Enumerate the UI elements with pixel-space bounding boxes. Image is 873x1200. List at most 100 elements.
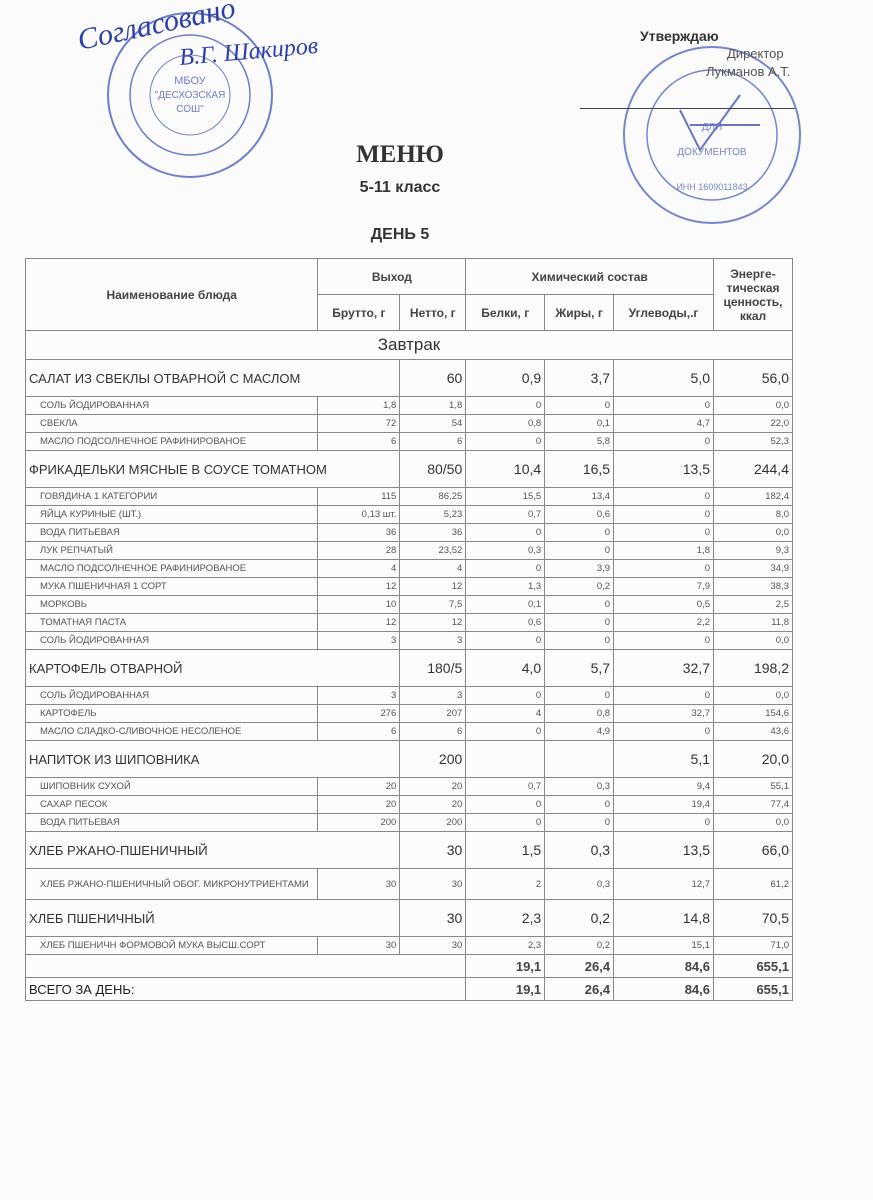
- brutto-value: 6: [317, 432, 401, 451]
- ingredient-row: ТОМАТНАЯ ПАСТА 12 12 0,6 0 2,2 11,8: [24, 613, 793, 632]
- protein-value: 0: [465, 432, 546, 451]
- header-output: Выход: [317, 258, 467, 295]
- netto-value: 30: [399, 868, 467, 900]
- netto-value: 3: [399, 631, 467, 650]
- fat-value: 0,2: [544, 577, 615, 596]
- carbs-value: 0: [613, 523, 714, 542]
- header-fat: Жиры, г: [544, 294, 615, 331]
- energy-value: 56,0: [713, 359, 793, 397]
- netto-value: 20: [399, 795, 467, 814]
- energy-value: 22,0: [713, 414, 793, 433]
- brutto-value: 20: [317, 795, 401, 814]
- carbs-value: 19,4: [613, 795, 714, 814]
- ingredient-row: МУКА ПШЕНИЧНАЯ 1 СОРТ 12 12 1,3 0,2 7,9 38,3: [24, 577, 793, 596]
- protein-value: 0,7: [465, 777, 546, 796]
- energy-value: 182,4: [713, 487, 793, 506]
- header-carbs: Углеводы,.г: [613, 294, 714, 331]
- handwritten-text: Согласовано: [75, 0, 239, 57]
- carbs-value: 32,7: [613, 704, 714, 723]
- ingredient-row: МАСЛО ПОДСОЛНЕЧНОЕ РАФИНИРОВАНОЕ 6 6 0 5,8 0 5…: [24, 432, 793, 451]
- dish-name: НАПИТОК ИЗ ШИПОВНИКА: [24, 740, 401, 778]
- carbs-value: 0,5: [613, 595, 714, 614]
- ingredient-row: СОЛЬ ЙОДИРОВАННАЯ 1,8 1,8 0 0 0 0,0: [24, 396, 793, 415]
- fat-value: 0: [544, 813, 615, 832]
- total-f: 26,4: [544, 977, 615, 1001]
- subtotal-e: 655,1: [713, 954, 793, 978]
- protein-value: 1,3: [465, 577, 546, 596]
- carbs-value: 7,9: [613, 577, 714, 596]
- fat-value: 0,8: [544, 704, 615, 723]
- energy-value: 2,5: [713, 595, 793, 614]
- ingredient-name: ХЛЕБ РЖАНО-ПШЕНИЧНЫЙ ОБОГ. МИКРОНУТРИЕНТ…: [24, 868, 319, 900]
- ingredient-row: ЛУК РЕПЧАТЫЙ 28 23,52 0,3 0 1,8 9,3: [24, 541, 793, 560]
- header-chem: Химический состав: [465, 258, 714, 295]
- brutto-value: 36: [317, 523, 401, 542]
- carbs-value: 13,5: [613, 450, 714, 488]
- fat-value: 0,3: [544, 868, 615, 900]
- energy-value: 77,4: [713, 795, 793, 814]
- ingredient-row: МОРКОВЬ 10 7,5 0,1 0 0,5 2,5: [24, 595, 793, 614]
- ingredient-row: КАРТОФЕЛЬ 276 207 4 0,8 32,7 154,6: [24, 704, 793, 723]
- netto-value: 36: [399, 523, 467, 542]
- ingredient-row: МАСЛО СЛАДКО-СЛИВОЧНОЕ НЕСОЛЕНОЕ 6 6 0 4,9 0 4…: [24, 722, 793, 741]
- fat-value: 3,9: [544, 559, 615, 578]
- carbs-value: 4,7: [613, 414, 714, 433]
- netto-value: 23,52: [399, 541, 467, 560]
- ingredient-row: СОЛЬ ЙОДИРОВАННАЯ 3 3 0 0 0 0,0: [24, 631, 793, 650]
- protein-value: 0: [465, 795, 546, 814]
- netto-value: 54: [399, 414, 467, 433]
- fat-value: 0: [544, 613, 615, 632]
- protein-value: 0,6: [465, 613, 546, 632]
- brutto-value: 4: [317, 559, 401, 578]
- fat-value: 0: [544, 523, 615, 542]
- carbs-value: 0: [613, 432, 714, 451]
- header-energy: Энерге-тическая ценность, ккал: [713, 258, 793, 331]
- energy-value: 66,0: [713, 831, 793, 869]
- protein-value: 1,5: [465, 831, 546, 869]
- energy-value: 0,0: [713, 523, 793, 542]
- handwritten-agreement: Согласовано В.Г. Шакиров: [75, 0, 320, 71]
- fat-value: 0: [544, 631, 615, 650]
- ingredient-name: ТОМАТНАЯ ПАСТА: [24, 613, 319, 632]
- fat-value: 0: [544, 396, 615, 415]
- carbs-value: 0: [613, 505, 714, 524]
- ingredient-name: ВОДА ПИТЬЕВАЯ: [24, 523, 319, 542]
- ingredient-name: СОЛЬ ЙОДИРОВАННАЯ: [24, 631, 319, 650]
- energy-value: 34,9: [713, 559, 793, 578]
- brutto-value: 3: [317, 686, 401, 705]
- netto-value: 30: [399, 936, 467, 955]
- carbs-value: 0: [613, 487, 714, 506]
- approval-title: Утверждаю: [640, 28, 719, 44]
- ingredient-row: САХАР ПЕСОК 20 20 0 0 19,4 77,4: [24, 795, 793, 814]
- fat-value: 0,2: [544, 899, 615, 937]
- ingredient-name: МОРКОВЬ: [24, 595, 319, 614]
- total-label: ВСЕГО ЗА ДЕНЬ:: [24, 977, 467, 1001]
- energy-value: 0,0: [713, 396, 793, 415]
- protein-value: 0,9: [465, 359, 546, 397]
- stamp-text: ДЛЯ: [702, 122, 723, 133]
- brutto-value: 276: [317, 704, 401, 723]
- fat-value: 0,6: [544, 505, 615, 524]
- section-breakfast: Завтрак: [25, 330, 793, 360]
- fat-value: 0: [544, 795, 615, 814]
- energy-value: 0,0: [713, 813, 793, 832]
- fat-value: 3,7: [544, 359, 615, 397]
- brutto-value: 28: [317, 541, 401, 560]
- fat-value: 4,9: [544, 722, 615, 741]
- fat-value: 5,7: [544, 649, 615, 687]
- ingredient-name: МУКА ПШЕНИЧНАЯ 1 СОРТ: [24, 577, 319, 596]
- netto-value: 20: [399, 777, 467, 796]
- netto-value: 7,5: [399, 595, 467, 614]
- grade-label: 5-11 класс: [359, 179, 441, 196]
- ingredient-row: ГОВЯДИНА 1 КАТЕГОРИИ 115 86,25 15,5 13,4 0 182…: [24, 487, 793, 506]
- netto-value: 3: [399, 686, 467, 705]
- protein-value: 0: [465, 559, 546, 578]
- signature: В.Г. Шакиров: [178, 33, 319, 71]
- fat-value: 0,2: [544, 936, 615, 955]
- dish-output: 30: [399, 831, 467, 869]
- carbs-value: 0: [613, 686, 714, 705]
- netto-value: 6: [399, 432, 467, 451]
- netto-value: 200: [399, 813, 467, 832]
- carbs-value: 0: [613, 396, 714, 415]
